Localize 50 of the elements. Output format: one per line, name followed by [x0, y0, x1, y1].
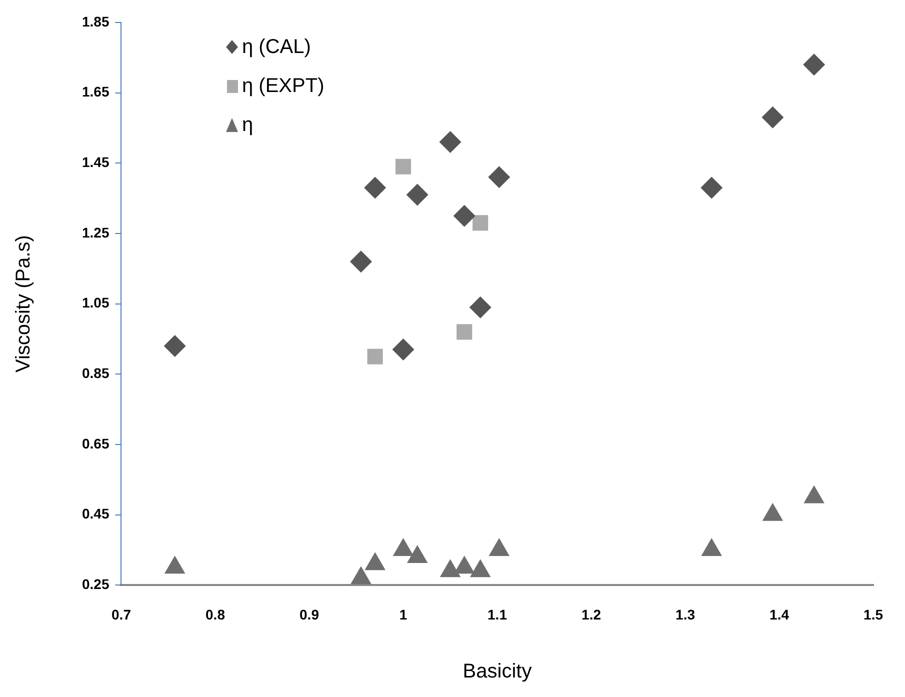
- y-tick-label: 0.45: [82, 506, 110, 522]
- legend-label: η (EXPT): [242, 75, 324, 98]
- x-tick-label: 1.4: [770, 606, 790, 622]
- y-tick-label: 1.25: [82, 224, 110, 240]
- point: [470, 559, 491, 578]
- y-tick-label: 0.85: [82, 365, 110, 382]
- point: [804, 485, 824, 504]
- point: [392, 538, 414, 556]
- point: [488, 538, 510, 556]
- y-tick-label: 0.25: [82, 576, 110, 592]
- y-tick-label: 1.85: [82, 13, 110, 30]
- point: [164, 335, 186, 358]
- legend-label: η (CAL): [242, 36, 311, 59]
- point: [364, 552, 386, 570]
- y-tick-label: 1.05: [82, 294, 110, 311]
- point: [472, 215, 488, 231]
- point: [701, 538, 722, 556]
- x-tick-label: 1.1: [488, 606, 508, 622]
- x-axis-title: Basicity: [462, 660, 532, 683]
- point: [395, 158, 412, 174]
- point: [453, 204, 476, 227]
- legend-label: η: [242, 114, 254, 137]
- y-tick-label: 1.65: [82, 84, 110, 100]
- point: [406, 184, 428, 206]
- x-tick-label: 1.5: [864, 606, 884, 622]
- point: [700, 176, 723, 199]
- point: [488, 166, 510, 188]
- point: [762, 502, 784, 521]
- point: [367, 348, 383, 364]
- point: [469, 296, 492, 318]
- point: [439, 130, 462, 153]
- x-tick-label: 1.3: [676, 606, 696, 622]
- y-tick-label: 1.45: [82, 154, 110, 170]
- point: [350, 566, 372, 584]
- point: [440, 559, 461, 578]
- y-tick-label: 0.65: [82, 435, 110, 452]
- point: [762, 106, 784, 128]
- point: [406, 545, 428, 564]
- x-tick-label: 0.7: [112, 606, 132, 622]
- x-tick-label: 0.9: [300, 606, 320, 622]
- point: [350, 250, 372, 273]
- point: [456, 324, 472, 340]
- point: [392, 338, 414, 361]
- point: [364, 176, 386, 199]
- x-tick-label: 1.2: [582, 606, 602, 622]
- x-tick-label: 0.8: [206, 606, 226, 622]
- y-axis-title: Viscosity (Pa.s): [12, 235, 35, 373]
- point: [164, 556, 186, 574]
- x-tick-label: 1: [399, 606, 408, 622]
- point: [803, 54, 826, 76]
